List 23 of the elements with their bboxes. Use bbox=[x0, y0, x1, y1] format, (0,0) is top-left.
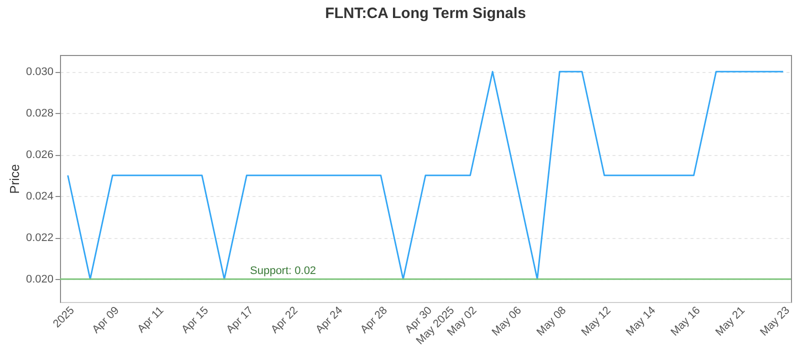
y-tick-label: 0.022 bbox=[26, 232, 54, 244]
x-tick-label: Apr 24 bbox=[314, 304, 346, 336]
x-tick-label: May 14 bbox=[624, 304, 658, 338]
x-tick-label: May 16 bbox=[668, 304, 703, 338]
x-tick-label: Apr 22 bbox=[268, 304, 300, 336]
x-tick-label: Apr 15 bbox=[180, 304, 211, 336]
x-tick-label: Apr 28 bbox=[358, 304, 390, 336]
y-tick-label: 0.020 bbox=[26, 274, 54, 286]
x-tick-label: May 23 bbox=[758, 304, 792, 338]
x-tick-label: May 08 bbox=[534, 304, 569, 338]
y-tick-label: 0.026 bbox=[26, 149, 54, 162]
y-axis-title: Price bbox=[6, 164, 22, 194]
x-tick-label: May 06 bbox=[490, 304, 524, 338]
chart-title: FLNT:CA Long Term Signals bbox=[325, 5, 526, 22]
x-tick-label: Apr 17 bbox=[224, 304, 256, 336]
x-tick-label: May 12 bbox=[579, 304, 614, 338]
y-tick-label: 0.030 bbox=[26, 66, 54, 78]
x-tick-label: Apr 11 bbox=[135, 304, 166, 336]
ref-line-label: Support: 0.02 bbox=[250, 265, 316, 278]
x-tick-label: May 21 bbox=[713, 304, 748, 338]
y-tick-label: 0.028 bbox=[26, 108, 54, 120]
x-tick-label: Apr 09 bbox=[90, 304, 122, 336]
y-tick-label: 0.024 bbox=[26, 190, 54, 203]
